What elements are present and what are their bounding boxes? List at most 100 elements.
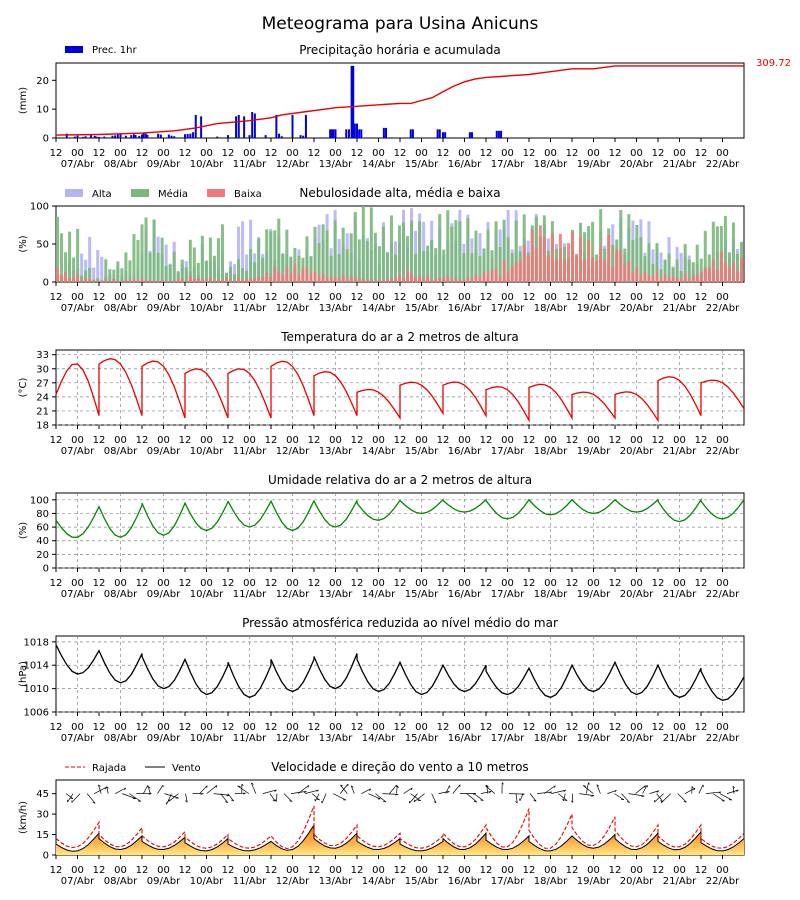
clouds-bar-média (269, 231, 273, 282)
wind-direction-arrow-head (225, 801, 228, 804)
precip-bar (411, 129, 414, 138)
precip-day-label: 12/Abr (276, 159, 310, 170)
precip-day-label: 09/Abr (147, 159, 181, 170)
clouds-bar-média (249, 249, 253, 282)
clouds-bar-média (651, 263, 655, 282)
humidity-day-label: 16/Abr (448, 589, 482, 600)
temp-day-label: 20/Abr (620, 446, 654, 457)
wind-xtick-label: 12 (394, 865, 407, 876)
page-title: Meteograma para Usina Anicuns (261, 14, 539, 34)
humidity-day-label: 21/Abr (663, 589, 697, 600)
clouds-bar-baixa (84, 278, 88, 282)
clouds-xtick-label: 12 (437, 292, 450, 303)
precip-xtick-label: 12 (93, 148, 106, 159)
precip-bar (442, 132, 444, 138)
wind-direction-arrow-head (644, 785, 646, 788)
clouds-bar-baixa (695, 275, 699, 282)
temp-xtick-label: 00 (544, 435, 557, 446)
pressure-day-label: 19/Abr (577, 733, 611, 744)
clouds-bar-baixa (615, 248, 619, 282)
humidity-xtick-label: 12 (566, 578, 579, 589)
pressure-ytick-label: 1014 (24, 661, 49, 672)
clouds-bar-baixa (603, 260, 607, 282)
clouds-bar-baixa (470, 278, 474, 282)
clouds-xtick-label: 12 (351, 292, 364, 303)
clouds-bar-baixa (116, 281, 120, 282)
clouds-xtick-label: 12 (695, 292, 708, 303)
clouds-bar-baixa (434, 278, 438, 282)
clouds-bar-baixa (108, 280, 112, 282)
humidity-xtick-label: 00 (157, 578, 170, 589)
wind-direction-arrow (251, 782, 257, 794)
humidity-xtick-label: 00 (501, 578, 514, 589)
wind-day-label: 14/Abr (362, 876, 396, 887)
wind-direction-arrow-head (446, 791, 450, 794)
clouds-bar-baixa (297, 275, 301, 282)
precip-xtick-label: 12 (351, 148, 364, 159)
precip-xtick-label: 00 (71, 148, 84, 159)
clouds-bar-baixa (442, 278, 446, 282)
clouds-xtick-label: 12 (480, 292, 493, 303)
wind-direction-arrow-head (137, 800, 141, 802)
clouds-bar-baixa (522, 244, 526, 282)
precip-day-label: 11/Abr (233, 159, 267, 170)
precip-day-label: 18/Abr (534, 159, 568, 170)
clouds-bar-média (120, 268, 124, 282)
pressure-xtick-label: 12 (652, 722, 665, 733)
clouds-bar-média (466, 218, 470, 282)
clouds-bar-baixa (176, 279, 180, 282)
wind-direction-arrow (389, 784, 397, 794)
clouds-bar-alta (245, 254, 249, 282)
humidity-ylabel: (%) (18, 522, 29, 539)
precip-day-label: 16/Abr (448, 159, 482, 170)
clouds-bar-baixa (257, 276, 261, 282)
clouds-day-label: 08/Abr (104, 303, 138, 314)
temp-xtick-label: 00 (716, 435, 729, 446)
temp-xtick-label: 12 (609, 435, 622, 446)
clouds-bar-baixa (72, 277, 76, 282)
temp-xtick-label: 00 (501, 435, 514, 446)
clouds-day-label: 19/Abr (577, 303, 611, 314)
temp-xtick-label: 00 (243, 435, 256, 446)
clouds-bar-média (265, 229, 269, 282)
clouds-bar-média (281, 253, 285, 282)
clouds-bar-baixa (575, 254, 579, 282)
humidity-ytick-label: 60 (36, 523, 49, 534)
precip-xtick-label: 12 (265, 148, 278, 159)
clouds-bar-média (643, 256, 647, 282)
wind-direction-arrow-head (410, 787, 413, 791)
wind-direction-arrow (86, 793, 96, 804)
precip-bar (167, 134, 170, 138)
clouds-xtick-label: 00 (501, 292, 514, 303)
clouds-bar-média (100, 280, 104, 282)
precip-bar (382, 127, 385, 138)
clouds-xtick-label: 12 (609, 292, 622, 303)
clouds-bar-média (426, 245, 430, 282)
wind-direction-arrow (642, 784, 648, 794)
precip-bar (237, 114, 240, 138)
clouds-bar-alta (88, 236, 92, 282)
wind-direction-arrow (649, 790, 659, 794)
clouds-bar-baixa (192, 279, 196, 282)
pressure-xtick-label: 12 (179, 722, 192, 733)
temp-line (55, 358, 745, 423)
temp-day-label: 14/Abr (362, 446, 396, 457)
clouds-bar-baixa (699, 271, 703, 282)
clouds-xtick-label: 00 (71, 292, 84, 303)
temp-xtick-label: 12 (480, 435, 493, 446)
clouds-bar-baixa (623, 264, 627, 282)
precip-bar (65, 133, 68, 138)
temp-day-label: 07/Abr (61, 446, 95, 457)
precip-bar (299, 135, 302, 138)
clouds-bar-baixa (494, 268, 498, 282)
clouds-bar-baixa (402, 277, 406, 282)
wind-day-label: 10/Abr (190, 876, 224, 887)
wind-direction-arrow (314, 793, 320, 802)
wind-ytick-label: 0 (43, 851, 49, 862)
clouds-xtick-label: 00 (716, 292, 729, 303)
wind-gust-line (55, 805, 745, 850)
clouds-bar-baixa (293, 264, 297, 282)
humidity-day-label: 19/Abr (577, 589, 611, 600)
pressure-xtick-label: 12 (222, 722, 235, 733)
temp-xtick-label: 00 (372, 435, 385, 446)
